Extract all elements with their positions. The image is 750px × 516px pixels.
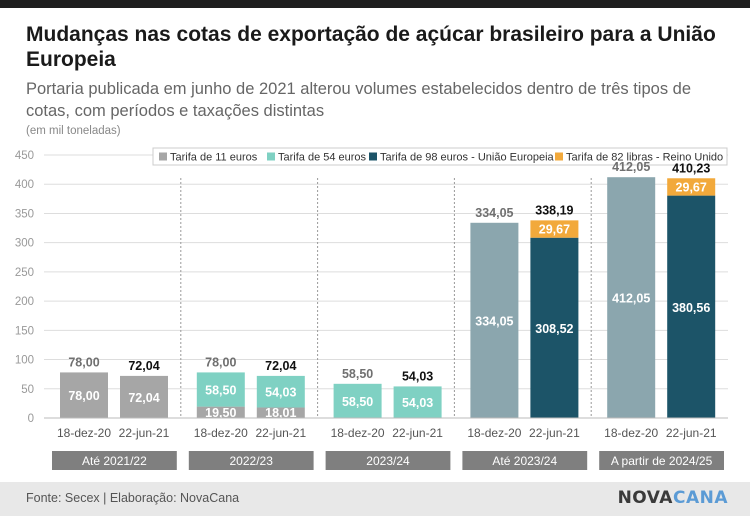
x-tick-label: 18-dez-20 (604, 426, 658, 440)
group-label: Até 2021/22 (82, 454, 147, 468)
bar-total-label: 72,04 (128, 359, 159, 373)
y-tick-label: 300 (15, 238, 34, 250)
bar-total-label: 338,19 (535, 203, 573, 217)
novacana-logo: NOVACANA (618, 488, 728, 508)
y-tick-label: 150 (15, 325, 34, 337)
bar-total-label: 412,05 (612, 160, 650, 174)
bar-segment-t82 (667, 178, 716, 196)
y-tick-label: 450 (15, 150, 34, 162)
group-band (325, 451, 451, 470)
bar-segment-t11 (120, 375, 168, 418)
x-tick-label: 18-dez-20 (467, 426, 521, 440)
group-band (599, 451, 724, 470)
bar-total-label: 334,05 (475, 206, 513, 220)
bar-value-label: 29,67 (539, 223, 570, 237)
bar-value-label: 18,01 (265, 406, 296, 420)
bar-total-label: 78,00 (205, 355, 236, 369)
top-rule (0, 0, 750, 8)
bar-value-label: 19,50 (205, 406, 236, 420)
bar-total-label: 54,03 (402, 369, 433, 383)
x-tick-label: 18-dez-20 (57, 426, 111, 440)
legend-swatch-t54 (267, 152, 275, 161)
bar-total-label: 58,50 (342, 367, 373, 381)
group-label: 2023/24 (366, 454, 410, 468)
bar-segment-t54 (196, 372, 245, 407)
bar-segment-t54 (393, 386, 442, 418)
y-tick-label: 100 (15, 355, 34, 367)
group-label: 2022/23 (230, 454, 274, 468)
group-label: A partir de 2024/25 (611, 454, 713, 468)
group-label: Até 2023/24 (492, 454, 557, 468)
bar-segment-t98 (667, 195, 716, 418)
logo-part-nova: NOVA (617, 488, 673, 508)
y-tick-label: 200 (15, 296, 34, 308)
bar-segment-t98 (530, 237, 579, 418)
bar-value-label: 72,04 (128, 391, 159, 405)
legend-swatch-t82 (555, 152, 563, 161)
bar-segment-t11 (196, 406, 245, 418)
x-tick-label: 18-dez-20 (194, 426, 248, 440)
bar-segment-t54 (256, 375, 305, 408)
legend-swatch-t11 (159, 152, 167, 161)
bar-value-label: 308,52 (535, 322, 573, 336)
legend-label-t98: Tarifa de 98 euros - União Europeia (380, 152, 555, 164)
group-band (188, 451, 314, 470)
y-tick-label: 250 (15, 267, 34, 279)
legend-box (152, 147, 728, 166)
bar-segment-t11 (256, 407, 305, 418)
x-tick-label: 22-jun-21 (666, 426, 717, 440)
bar-value-label: 380,56 (672, 301, 710, 315)
y-tick-label: 50 (21, 384, 34, 396)
bar-value-label: 54,03 (402, 396, 433, 410)
footer: Fonte: Secex | Elaboração: NovaCana NOVA… (0, 482, 750, 516)
legend-label-t11: Tarifa de 11 euros (170, 152, 258, 164)
bar-value-label: 58,50 (205, 384, 236, 398)
legend-label-t82: Tarifa de 82 libras - Reino Unido (566, 152, 723, 164)
chart-title: Mudanças nas cotas de exportação de açúc… (26, 23, 716, 71)
x-tick-label: 22-jun-21 (529, 426, 580, 440)
bar-value-label: 334,05 (475, 314, 513, 328)
bar-segment-total_bar (607, 177, 656, 418)
y-tick-label: 0 (28, 413, 34, 425)
group-band (462, 451, 588, 470)
bar-value-label: 29,67 (676, 180, 707, 194)
x-tick-label: 22-jun-21 (255, 426, 306, 440)
bar-segment-t82 (530, 220, 579, 238)
bar-value-label: 58,50 (342, 395, 373, 409)
legend-label-t54: Tarifa de 54 euros (278, 152, 367, 164)
bar-total-label: 72,04 (265, 359, 296, 373)
bar-value-label: 54,03 (265, 386, 296, 400)
unit-note: (em mil toneladas) (26, 125, 121, 137)
bar-segment-t11 (60, 372, 108, 418)
y-tick-label: 350 (15, 208, 34, 220)
legend-swatch-t98 (369, 152, 377, 161)
logo-part-cana: CANA (672, 488, 728, 508)
chart-canvas: 0 50 100 150 200 250 300 350 400 450 Tarifa de 11 … (15, 147, 728, 470)
bar-value-label: 412,05 (612, 292, 650, 306)
y-tick-label: 400 (15, 179, 34, 191)
source-note: Fonte: Secex | Elaboração: NovaCana (26, 491, 240, 505)
bar-total-label: 78,00 (68, 355, 99, 369)
group-band (52, 451, 177, 470)
x-tick-label: 18-dez-20 (331, 426, 385, 440)
bar-segment-total_bar (470, 222, 519, 418)
x-tick-label: 22-jun-21 (392, 426, 443, 440)
bar-total-label: 410,23 (672, 161, 710, 175)
chart-subtitle: Portaria publicada em junho de 2021 alte… (26, 80, 692, 120)
x-tick-label: 22-jun-21 (119, 426, 170, 440)
bar-value-label: 78,00 (68, 389, 99, 403)
bar-segment-t54 (333, 383, 382, 418)
